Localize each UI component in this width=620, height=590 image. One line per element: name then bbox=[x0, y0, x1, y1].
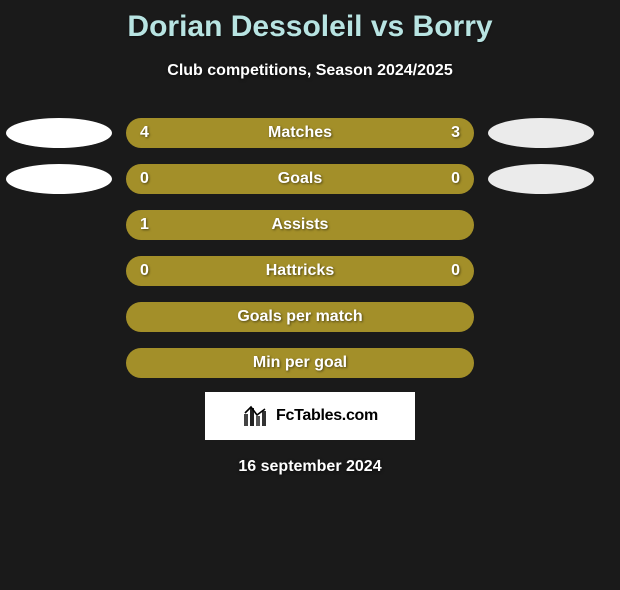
player-badge-left bbox=[6, 118, 112, 148]
stat-label: Matches bbox=[268, 124, 332, 142]
stat-label: Goals bbox=[278, 170, 322, 188]
player-badge-left bbox=[6, 164, 112, 194]
logo-text: FcTables.com bbox=[276, 407, 378, 425]
stat-bar: 0 Goals 0 bbox=[126, 164, 474, 194]
stat-row: 0 Hattricks 0 bbox=[0, 256, 620, 286]
stat-label: Hattricks bbox=[266, 262, 334, 280]
page-title: Dorian Dessoleil vs Borry bbox=[0, 10, 620, 44]
stat-row: Goals per match bbox=[0, 302, 620, 332]
stat-right-value: 0 bbox=[451, 262, 460, 280]
stat-bar: 0 Hattricks 0 bbox=[126, 256, 474, 286]
stat-label: Assists bbox=[272, 216, 329, 234]
stat-bar: Goals per match bbox=[126, 302, 474, 332]
stat-row: Min per goal bbox=[0, 348, 620, 378]
stat-right-value: 0 bbox=[451, 170, 460, 188]
stat-left-value: 4 bbox=[140, 124, 149, 142]
stat-row: 4 Matches 3 bbox=[0, 118, 620, 148]
stat-label: Goals per match bbox=[237, 308, 362, 326]
page-subtitle: Club competitions, Season 2024/2025 bbox=[0, 62, 620, 80]
stat-label: Min per goal bbox=[253, 354, 347, 372]
stat-row: 1 Assists bbox=[0, 210, 620, 240]
stat-bar: 4 Matches 3 bbox=[126, 118, 474, 148]
stats-container: 4 Matches 3 0 Goals 0 1 Assists 0 Hattricks 0 Goals… bbox=[0, 118, 620, 378]
player-badge-right bbox=[488, 118, 594, 148]
date-text: 16 september 2024 bbox=[0, 458, 620, 476]
player-badge-right bbox=[488, 164, 594, 194]
stat-left-value: 1 bbox=[140, 216, 149, 234]
stat-bar: Min per goal bbox=[126, 348, 474, 378]
fctables-logo-icon bbox=[242, 404, 270, 428]
stat-row: 0 Goals 0 bbox=[0, 164, 620, 194]
stat-right-value: 3 bbox=[451, 124, 460, 142]
stat-left-value: 0 bbox=[140, 262, 149, 280]
stat-bar: 1 Assists bbox=[126, 210, 474, 240]
stat-left-value: 0 bbox=[140, 170, 149, 188]
logo-box: FcTables.com bbox=[205, 392, 415, 440]
